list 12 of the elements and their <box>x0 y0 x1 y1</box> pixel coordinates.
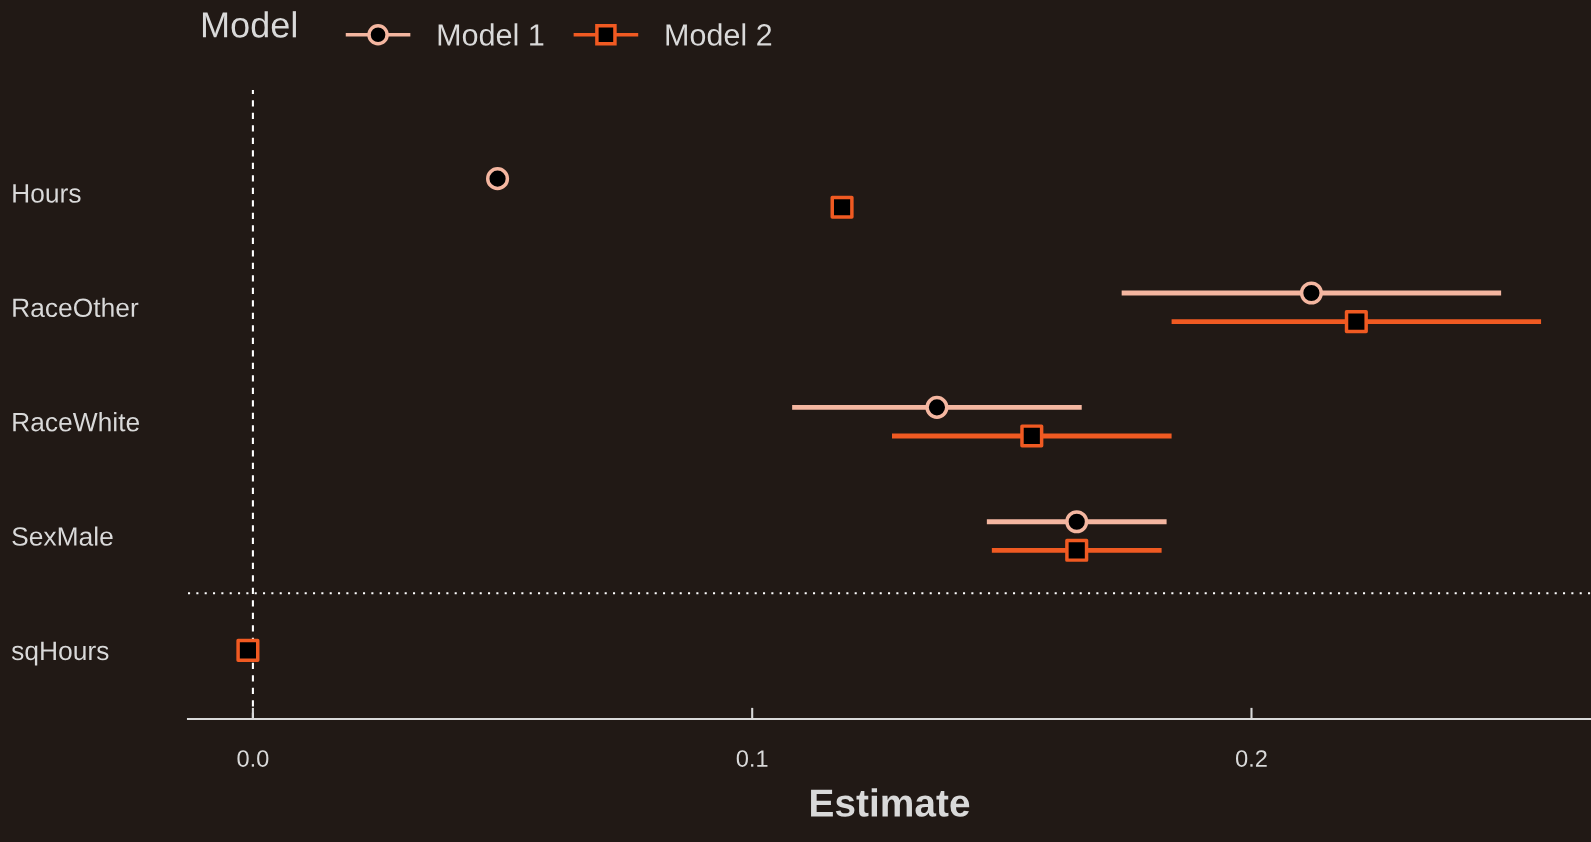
x-tick-label: 0.1 <box>736 750 768 767</box>
legend-label: Model 2 <box>666 23 772 46</box>
y-tick-label: RaceWhite <box>13 412 140 432</box>
y-tick-label: sqHours <box>11 641 109 666</box>
y-tick-label: Hours <box>13 184 81 203</box>
x-tick-label: 0.2 <box>1236 750 1267 767</box>
y-tick-label: SexMale <box>12 526 113 546</box>
legend-title: Model <box>202 11 296 38</box>
x-tick-label: 0.0 <box>237 750 269 767</box>
y-tick-label: RaceOther <box>13 297 139 318</box>
x-axis-title: Estimate <box>811 788 970 817</box>
legend-label: Model 1 <box>438 23 544 46</box>
